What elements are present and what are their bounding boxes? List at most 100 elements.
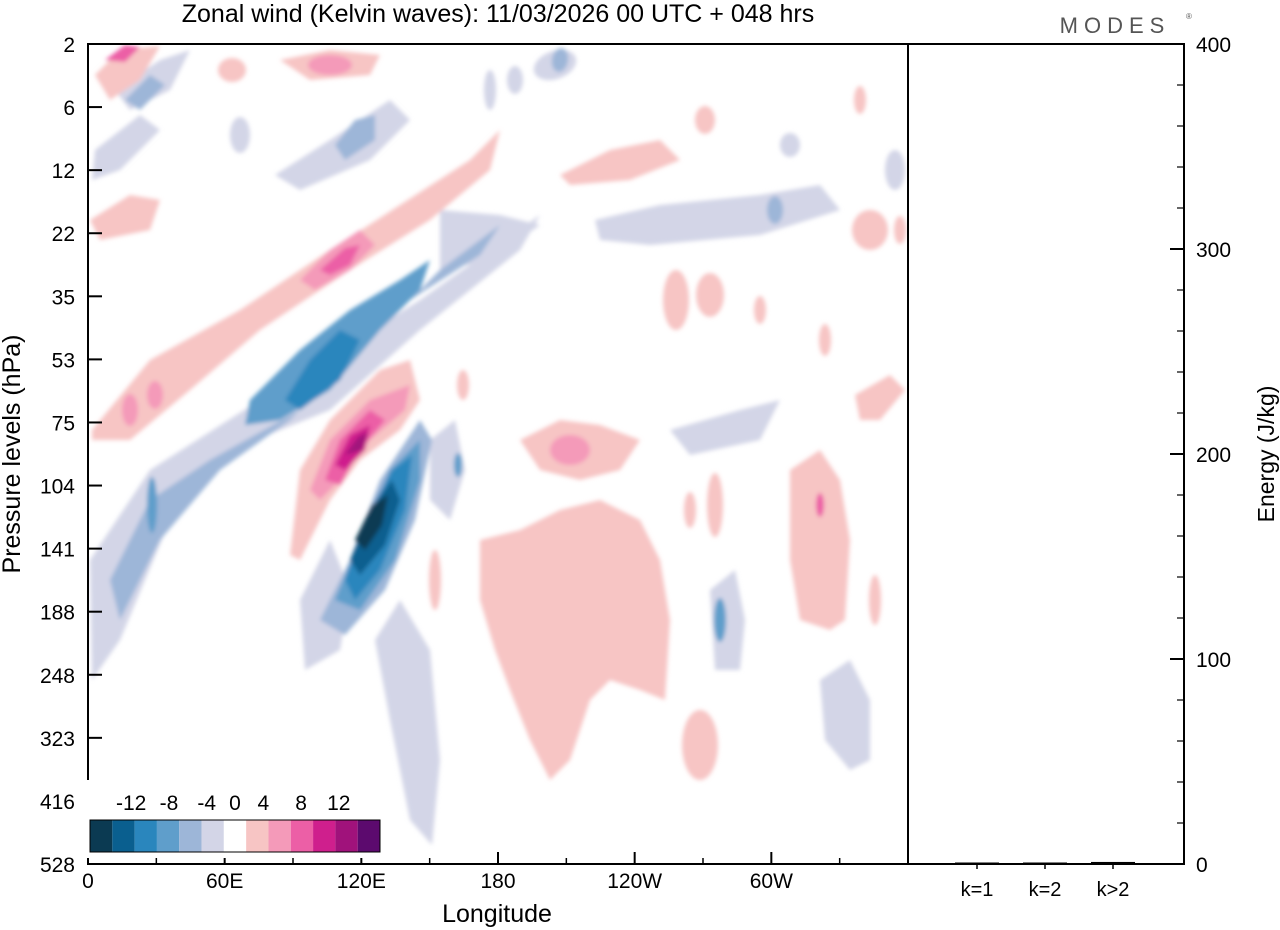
contour-region [670, 400, 780, 455]
pressure-tick-label: 416 [40, 791, 75, 814]
heatmap-contours [90, 45, 906, 845]
contour-region [819, 324, 831, 356]
contour-region [869, 575, 881, 625]
energy-panel: k=1 k=2 k>2 [955, 861, 1135, 901]
pressure-tick-label: 2 [63, 34, 75, 57]
contour-region [790, 450, 850, 630]
contour-region [855, 375, 905, 420]
pressure-tick-label: 248 [40, 665, 75, 688]
energy-category-label: k=2 [1029, 879, 1062, 901]
colorbar-swatch [223, 820, 247, 852]
pressure-tick-label: 22 [52, 223, 75, 246]
longitude-tick-label: 60E [206, 870, 243, 893]
contour-region [218, 58, 246, 82]
contour-region [90, 195, 160, 240]
colorbar-label: -12 [116, 792, 146, 815]
colorbar-swatch [290, 820, 314, 852]
colorbar-swatch [112, 820, 135, 852]
colorbar-label: 12 [327, 792, 350, 815]
energy-tick-label: 300 [1196, 239, 1231, 262]
colorbar-label: 4 [257, 792, 269, 815]
energy-axis-label: Energy (J/kg) [1253, 386, 1279, 523]
contour-region [682, 710, 718, 780]
contour-region [714, 598, 726, 642]
pressure-tick-label: 141 [40, 539, 75, 562]
brand-text: MODES [1060, 13, 1171, 38]
contour-region [696, 273, 724, 317]
contour-region [285, 330, 360, 410]
contour-region [457, 370, 469, 400]
pressure-tick-label: 323 [40, 728, 75, 751]
energy-tick-label: 100 [1196, 649, 1231, 672]
contour-region [684, 492, 696, 528]
colorbar-label: -8 [160, 792, 179, 815]
brand-registered-mark: ® [1186, 12, 1192, 21]
colorbar-swatch [268, 820, 291, 852]
contour-region [551, 48, 569, 72]
pressure-axis: 2 6 12 22 35 53 75 104 141 188 248 323 416 528 [40, 34, 102, 877]
contour-region [663, 270, 689, 330]
colorbar-swatch [357, 820, 380, 852]
contour-region [335, 115, 375, 160]
energy-tick-label: 0 [1196, 854, 1208, 877]
pressure-tick-label: 528 [40, 854, 75, 877]
contour-region [816, 493, 824, 517]
contour-region [125, 75, 165, 110]
colorbar-swatch [313, 820, 336, 852]
contour-region [355, 495, 388, 550]
contour-region [320, 245, 360, 275]
contour-region [780, 133, 800, 157]
pressure-tick-label: 75 [52, 412, 75, 435]
contour-region [345, 432, 368, 455]
contour-region [308, 55, 352, 75]
contour-region [230, 117, 250, 153]
colorbar-legend: -12 -8 -4 0 4 8 12 [84, 780, 386, 858]
longitude-tick-label: 180 [480, 870, 515, 893]
contour-region [122, 394, 138, 426]
energy-category-label: k>2 [1097, 879, 1130, 901]
energy-axis: 0 100 200 300 400 [1170, 34, 1231, 877]
contour-region [429, 550, 441, 610]
energy-tick-label: 200 [1196, 444, 1231, 467]
contour-region [375, 600, 440, 845]
energy-tick-label: 400 [1196, 34, 1231, 57]
contour-region [484, 70, 496, 110]
contour-region [92, 130, 500, 440]
contour-region [105, 45, 140, 62]
heatmap-panel [88, 44, 908, 864]
contour-region [767, 196, 783, 224]
y-axis-label: Pressure levels (hPa) [0, 335, 26, 574]
colorbar-label: 0 [229, 792, 241, 815]
contour-region [147, 477, 157, 533]
contour-region [300, 540, 350, 670]
contour-region [854, 86, 866, 114]
pressure-tick-label: 35 [52, 286, 75, 309]
contour-region [707, 473, 723, 537]
contour-region [90, 215, 540, 680]
colorbar-swatch [335, 820, 358, 852]
pressure-tick-label: 104 [40, 476, 75, 499]
contour-region [507, 66, 523, 94]
contour-region [885, 150, 905, 190]
colorbar-label: 8 [295, 792, 307, 815]
contour-region [560, 140, 680, 185]
colorbar-swatch [134, 820, 157, 852]
contour-region [92, 115, 160, 180]
colorbar-swatch [156, 820, 180, 852]
contour-region [710, 570, 745, 670]
contour-region [147, 381, 163, 409]
pressure-tick-label: 53 [52, 349, 75, 372]
longitude-tick-label: 120W [607, 870, 662, 893]
contour-region [430, 420, 465, 520]
longitude-tick-label: 120E [337, 870, 386, 893]
contour-region [454, 453, 462, 477]
contour-region [852, 210, 888, 250]
energy-bar [1091, 861, 1135, 864]
colorbar-swatch [246, 820, 269, 852]
colorbar-border [89, 819, 381, 853]
colorbar-swatch [201, 820, 224, 852]
contour-region [110, 225, 500, 620]
contour-region [550, 435, 590, 465]
contour-region [695, 106, 715, 134]
